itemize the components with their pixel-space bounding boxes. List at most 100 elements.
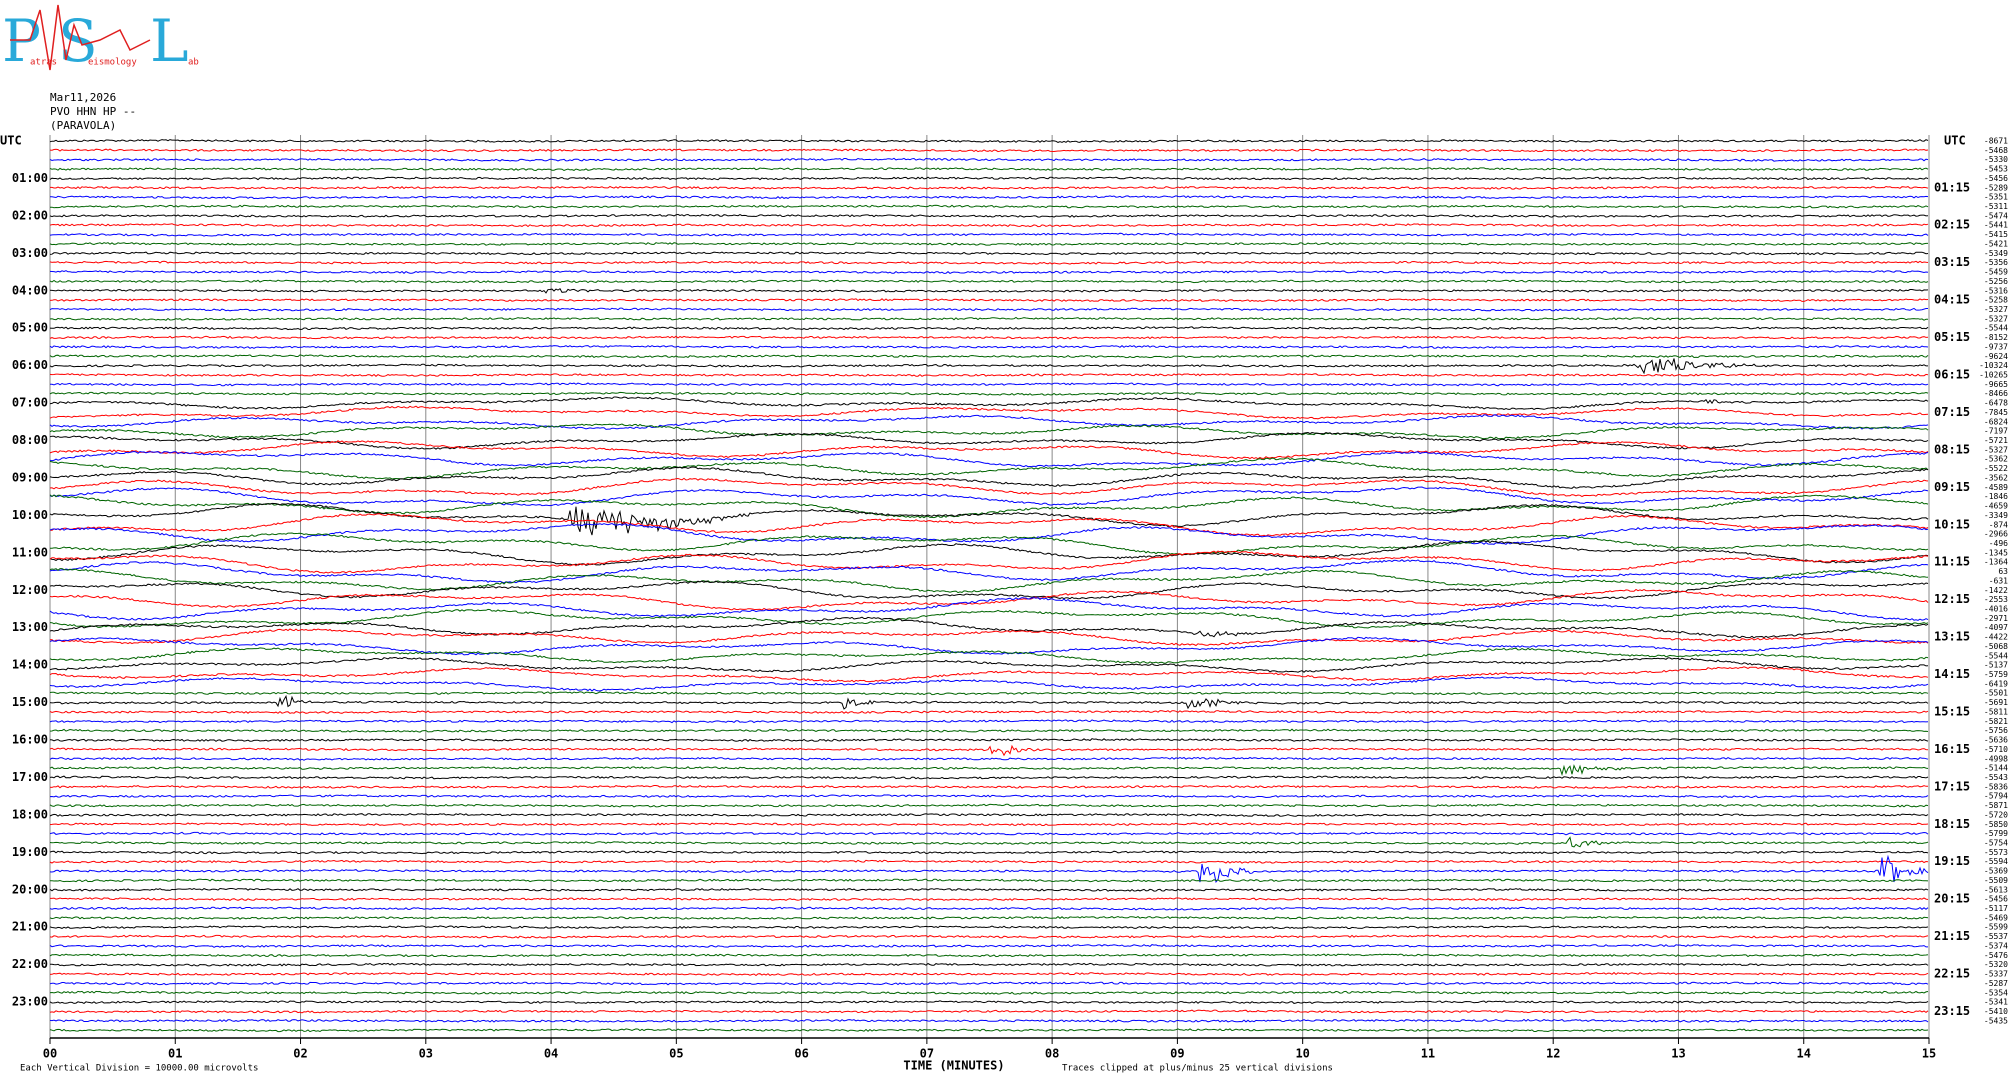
trace-offset: -8466	[1984, 389, 2008, 398]
trace-offset: -5756	[1984, 726, 2008, 735]
trace-offset: -5337	[1984, 970, 2008, 979]
logo-small: ab	[188, 58, 199, 68]
trace-offset: -6419	[1984, 679, 2008, 688]
hour-label: 18:00	[12, 807, 48, 821]
trace	[49, 580, 1929, 600]
hour-label: 22:15	[1934, 967, 1970, 981]
trace-offset: -9665	[1984, 380, 2008, 389]
trace	[49, 764, 1929, 777]
trace	[49, 1018, 1929, 1023]
hour-label: 12:15	[1934, 592, 1970, 606]
trace-offset: -5311	[1984, 202, 2008, 211]
trace	[49, 775, 1929, 780]
trace-offset: -5327	[1984, 445, 2008, 454]
trace-offset: -1345	[1984, 548, 2008, 557]
trace-offset: -7845	[1984, 408, 2008, 417]
trace-offset: -5468	[1984, 146, 2008, 155]
trace	[49, 971, 1929, 977]
trace	[49, 878, 1929, 883]
trace-offset: -5068	[1984, 642, 2008, 651]
trace-offset: -5316	[1984, 286, 2008, 295]
trace-offset: -5544	[1984, 651, 2008, 660]
trace-offset: -5453	[1984, 165, 2008, 174]
trace	[49, 854, 1929, 883]
x-tick-label: 09	[1170, 1047, 1184, 1061]
trace	[49, 616, 1929, 639]
hour-label: 13:15	[1934, 630, 1970, 644]
x-tick-label: 13	[1671, 1047, 1685, 1061]
trace-offset: -5794	[1984, 792, 2008, 801]
hour-label: 21:15	[1934, 929, 1970, 943]
trace	[49, 440, 1929, 460]
trace-offset: -5374	[1984, 941, 2008, 950]
trace	[49, 915, 1929, 920]
trace-offset: -10265	[1979, 371, 2008, 380]
trace-offset: -5821	[1984, 717, 2008, 726]
trace-offset: -5573	[1984, 848, 2008, 857]
trace-offset: -4659	[1984, 502, 2008, 511]
trace	[50, 185, 1929, 190]
logo-small: atras	[30, 58, 57, 68]
logo-letter: S	[58, 7, 98, 75]
trace-offset: -9624	[1984, 352, 2008, 361]
trace	[49, 382, 1929, 387]
trace	[49, 335, 1929, 340]
trace	[50, 962, 1929, 967]
trace	[49, 559, 1929, 584]
hour-label: 19:15	[1934, 854, 1970, 868]
utc-label: UTC	[1944, 134, 1966, 148]
trace-offset: -496	[1989, 539, 2008, 548]
trace-offset: -4998	[1984, 754, 2008, 763]
trace	[49, 588, 1929, 611]
hour-label: 18:15	[1934, 817, 1970, 831]
trace-offset: -8152	[1984, 333, 2008, 342]
header-site: (PARAVOLA)	[50, 119, 116, 132]
hour-label: 04:15	[1934, 293, 1970, 307]
trace	[49, 906, 1929, 911]
trace	[49, 423, 1929, 440]
hour-label: 17:00	[12, 770, 48, 784]
trace-offset: -3349	[1984, 511, 2008, 520]
trace-offset: -8671	[1984, 137, 2008, 146]
trace	[50, 897, 1929, 902]
trace-offset: -1364	[1984, 558, 2008, 567]
plot	[49, 135, 1930, 1044]
trace-offset: -2971	[1984, 614, 2008, 623]
hour-label: 22:00	[12, 957, 48, 971]
trace	[49, 414, 1929, 430]
hour-label: 16:00	[12, 733, 48, 747]
trace-offset: -5522	[1984, 464, 2008, 473]
trace	[49, 391, 1929, 396]
trace	[49, 1009, 1929, 1014]
trace-offset: -5720	[1984, 810, 2008, 819]
hour-label: 03:00	[12, 246, 48, 260]
hour-label: 12:00	[12, 583, 48, 597]
x-tick-label: 15	[1922, 1047, 1936, 1061]
trace-offset: -5613	[1984, 885, 2008, 894]
trace	[49, 204, 1929, 209]
trace-offset: -5256	[1984, 277, 2008, 286]
trace-offset: -4589	[1984, 483, 2008, 492]
trace	[49, 477, 1929, 498]
trace	[49, 744, 1929, 757]
hour-label: 16:15	[1934, 742, 1970, 756]
trace-offset: -5509	[1984, 876, 2008, 885]
x-tick-label: 01	[168, 1047, 182, 1061]
logo-letter: P	[2, 7, 41, 75]
trace	[49, 242, 1928, 246]
x-tick-label: 00	[43, 1047, 57, 1061]
trace	[49, 486, 1929, 507]
trace	[49, 513, 1929, 537]
trace	[49, 1028, 1929, 1033]
trace-offset: -5289	[1984, 183, 2008, 192]
x-tick-label: 12	[1546, 1047, 1560, 1061]
trace	[49, 148, 1929, 153]
trace	[49, 373, 1929, 377]
hour-label: 20:00	[12, 882, 48, 896]
x-tick-label: 04	[544, 1047, 558, 1061]
trace-offset: -5799	[1984, 829, 2008, 838]
trace-offset: -4422	[1984, 633, 2008, 642]
trace	[49, 260, 1929, 265]
trace	[49, 953, 1929, 958]
